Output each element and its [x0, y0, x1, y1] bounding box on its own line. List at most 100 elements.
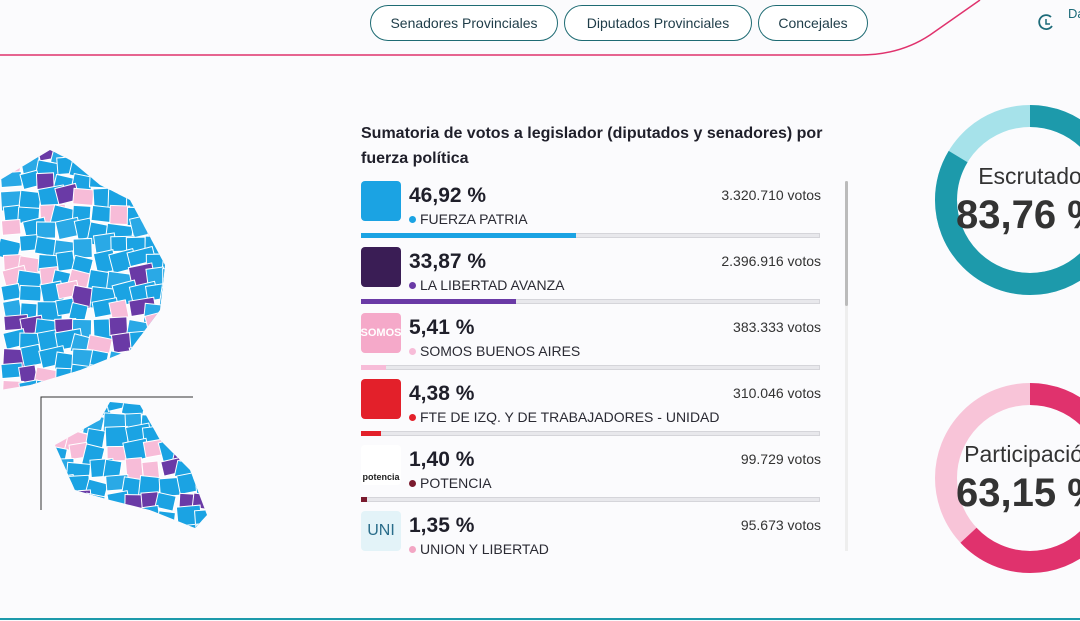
party-percent: 5,41 % — [409, 316, 475, 339]
party-votes: 2.396.916 votos — [721, 253, 821, 269]
district — [108, 366, 131, 390]
district — [55, 402, 75, 418]
district — [154, 491, 177, 512]
gauge-value: 83,76 % — [956, 193, 1080, 237]
district — [108, 377, 137, 390]
district — [164, 231, 165, 258]
district — [87, 364, 115, 388]
party-logo: SOMOS — [361, 313, 401, 353]
party-dot — [409, 480, 416, 487]
district — [55, 522, 78, 528]
header-link[interactable]: Da — [1068, 6, 1080, 21]
district — [145, 150, 165, 159]
panel-title: Sumatoria de votos a legislador (diputad… — [361, 125, 823, 167]
scroll-thumb[interactable] — [845, 181, 848, 306]
party-name: POTENCIA — [420, 475, 492, 491]
tab[interactable]: Senadores Provinciales — [370, 5, 558, 41]
party-votes: 99.729 votos — [740, 451, 821, 467]
map-region — [0, 150, 194, 390]
party-row: 33,87 % LA LIBERTAD AVANZA 2.396.916 votos — [361, 247, 821, 313]
district — [193, 427, 207, 450]
party-row: potencia 1,40 % POTENCIA 99.729 votos — [361, 445, 821, 511]
party-logo — [361, 247, 401, 287]
district — [105, 350, 137, 377]
district — [159, 301, 165, 328]
district — [144, 311, 165, 337]
gauge-arc — [935, 383, 1080, 573]
district — [69, 489, 93, 510]
party-logo: UNI — [361, 511, 401, 551]
bar-track — [361, 497, 820, 502]
district — [160, 150, 165, 162]
district — [195, 522, 207, 528]
party-name: FUERZA PATRIA — [420, 211, 528, 227]
party-votes: 383.333 votos — [733, 319, 821, 335]
gauges: Escrutado 83,76 % Participación 63,15 % — [935, 105, 1080, 573]
district — [0, 170, 23, 189]
gauge-value: 63,15 % — [956, 471, 1080, 515]
district — [88, 502, 115, 525]
district — [129, 359, 157, 385]
district — [162, 329, 165, 353]
district — [70, 379, 99, 390]
district — [69, 363, 98, 384]
party-votes: 3.320.710 votos — [721, 187, 821, 203]
district — [159, 411, 187, 431]
logo-text: potencia — [362, 472, 400, 482]
district — [35, 221, 57, 239]
district — [145, 365, 165, 388]
district — [164, 378, 165, 390]
district — [55, 413, 74, 433]
party-logo — [361, 181, 401, 221]
district — [164, 217, 165, 236]
district — [129, 150, 158, 159]
bar — [361, 365, 386, 370]
district — [141, 204, 164, 226]
party-votes: 95.673 votos — [740, 517, 821, 533]
district — [156, 510, 176, 528]
party-list: 46,92 % FUERZA PATRIA 3.320.710 votos 33,87… — [361, 181, 831, 555]
map-region — [55, 402, 207, 528]
district — [158, 283, 165, 310]
district — [109, 204, 131, 226]
district — [0, 218, 22, 236]
tab[interactable]: Diputados Provinciales — [564, 5, 752, 41]
district — [71, 519, 95, 528]
district — [157, 525, 179, 528]
district — [129, 330, 151, 349]
party-logo: potencia — [361, 445, 401, 485]
district — [146, 150, 165, 172]
district — [128, 342, 156, 370]
district — [142, 402, 171, 420]
district — [193, 402, 207, 417]
district — [176, 427, 201, 449]
scroll-track — [845, 181, 848, 551]
party-name: SOMOS BUENOS AIRES — [420, 343, 581, 359]
district — [194, 508, 207, 528]
party-name: LA LIBERTAD AVANZA — [420, 277, 565, 293]
district — [55, 489, 79, 514]
district — [141, 504, 162, 528]
district — [166, 200, 194, 222]
district — [160, 348, 165, 371]
party-name: FTE DE IZQ. Y DE TRABAJADORES - UNIDAD — [420, 409, 720, 425]
tab[interactable]: Concejales — [758, 5, 868, 41]
bar — [361, 431, 382, 436]
party-row: UNI 1,35 % UNION Y LIBERTAD 95.673 votos — [361, 511, 821, 555]
district — [177, 402, 203, 417]
party-percent: 46,92 % — [409, 184, 487, 207]
district — [145, 175, 165, 197]
district — [87, 523, 115, 528]
party-percent: 4,38 % — [409, 382, 475, 405]
logo-text: UNI — [367, 522, 395, 539]
district — [161, 153, 165, 180]
district — [162, 316, 165, 335]
party-name: UNION Y LIBERTAD — [420, 541, 549, 555]
district — [66, 507, 92, 528]
gauge-title: Participación — [964, 441, 1080, 467]
district — [146, 350, 165, 367]
district — [173, 413, 193, 437]
district — [143, 383, 165, 390]
district — [18, 379, 42, 390]
